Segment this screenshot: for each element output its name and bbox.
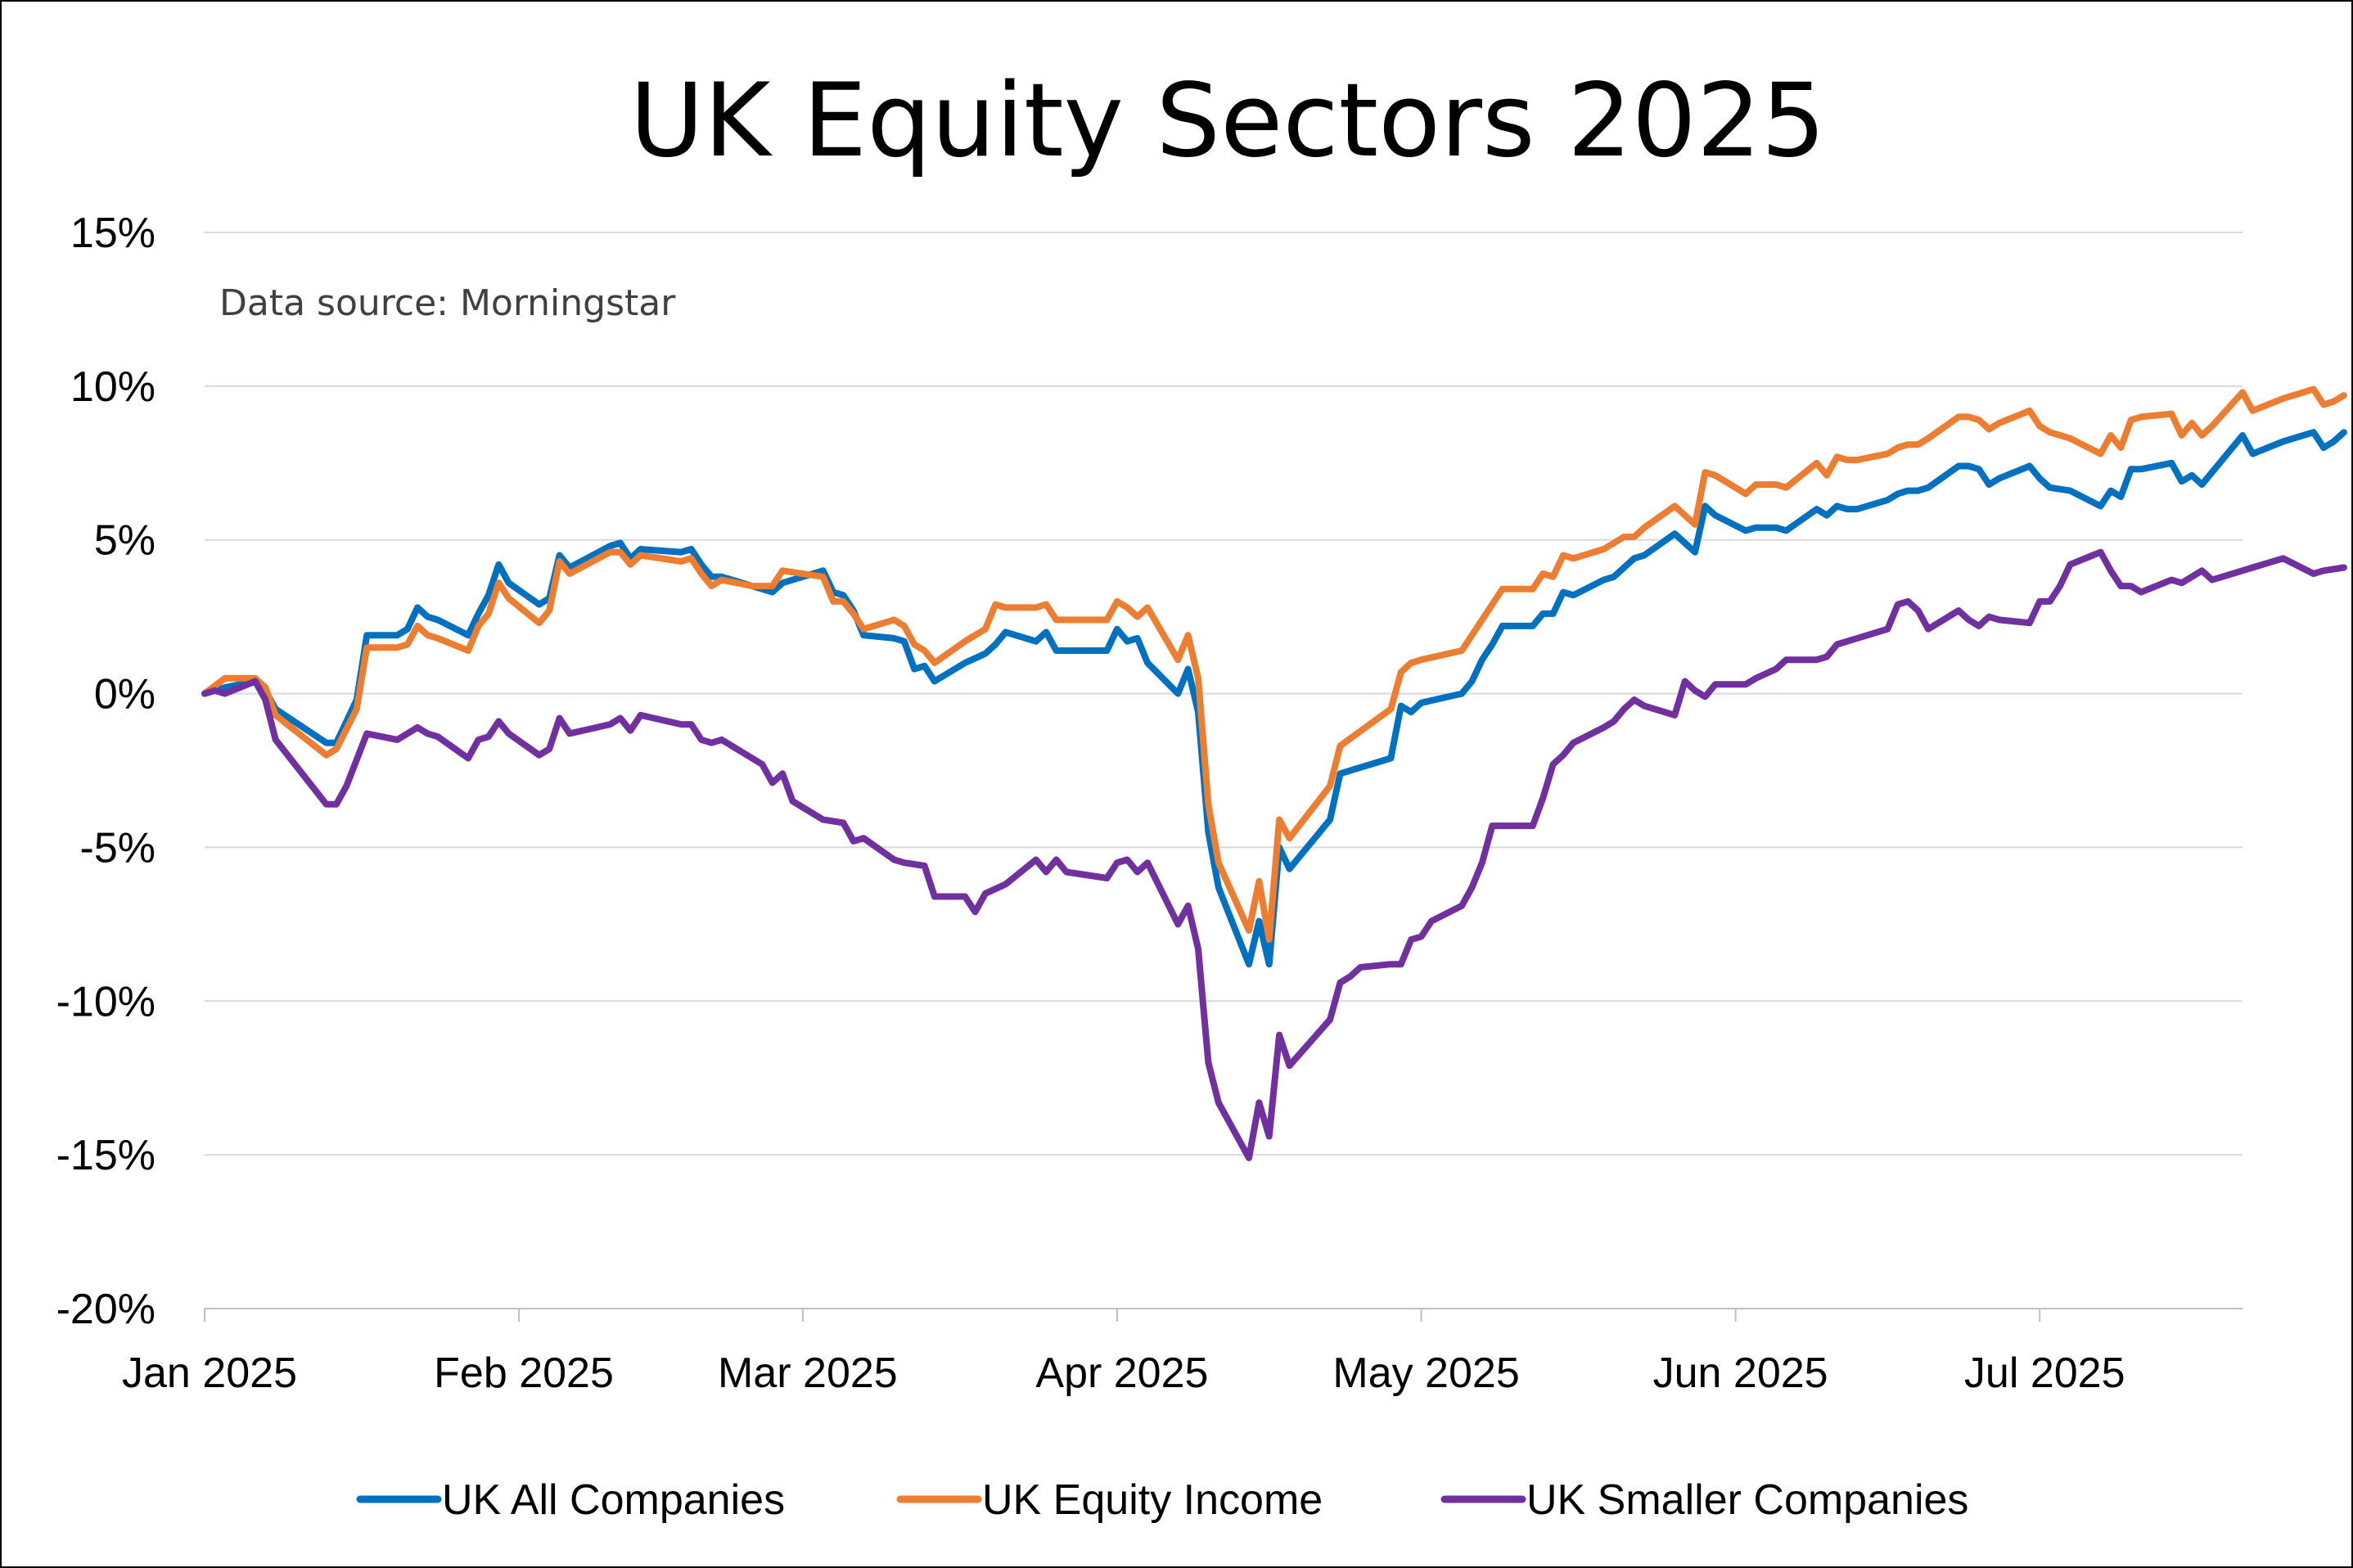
x-tick-label: Jul 2025 [1964,1349,2125,1397]
y-tick-label: -20% [56,1286,156,1333]
x-tick-label: Jan 2025 [122,1349,297,1397]
y-tick-label: -10% [56,978,156,1025]
y-tick-label: 0% [94,671,156,719]
y-tick-label: -15% [56,1132,156,1179]
x-tick-label: May 2025 [1332,1349,1519,1397]
y-tick-label: 15% [70,210,156,257]
y-tick-label: 10% [70,363,156,411]
series-line-uk-equity-income [201,385,2347,944]
y-tick-label: 5% [94,517,156,565]
x-axis [204,1308,2243,1322]
x-axis-tick-labels: Jan 2025 Feb 2025 Mar 2025 Apr 2025 May 2025… [122,1349,2125,1397]
gridlines [205,232,2243,1156]
x-tick-label: Apr 2025 [1035,1349,1208,1397]
legend-label-uk-all-companies: UK All Companies [442,1476,785,1524]
x-tick-label: Jun 2025 [1653,1349,1828,1397]
y-axis-tick-labels: 15% 10% 5% 0% -5% -10% -15% -20% [56,210,156,1333]
series-line-uk-all-companies [201,429,2347,968]
chart-title: UK Equity Sectors 2025 [629,62,1825,180]
y-tick-label: -5% [80,824,156,872]
series-line-uk-smaller-companies [201,548,2347,1161]
x-tick-label: Feb 2025 [434,1349,614,1397]
legend-label-uk-smaller-companies: UK Smaller Companies [1526,1476,1968,1524]
data-source-note: Data source: Morningstar [219,282,676,324]
series-lines [201,385,2347,1161]
legend-label-uk-equity-income: UK Equity Income [982,1476,1323,1524]
x-tick-label: Mar 2025 [718,1349,898,1397]
legend: UK All Companies UK Equity Income UK Small… [356,1476,1968,1524]
